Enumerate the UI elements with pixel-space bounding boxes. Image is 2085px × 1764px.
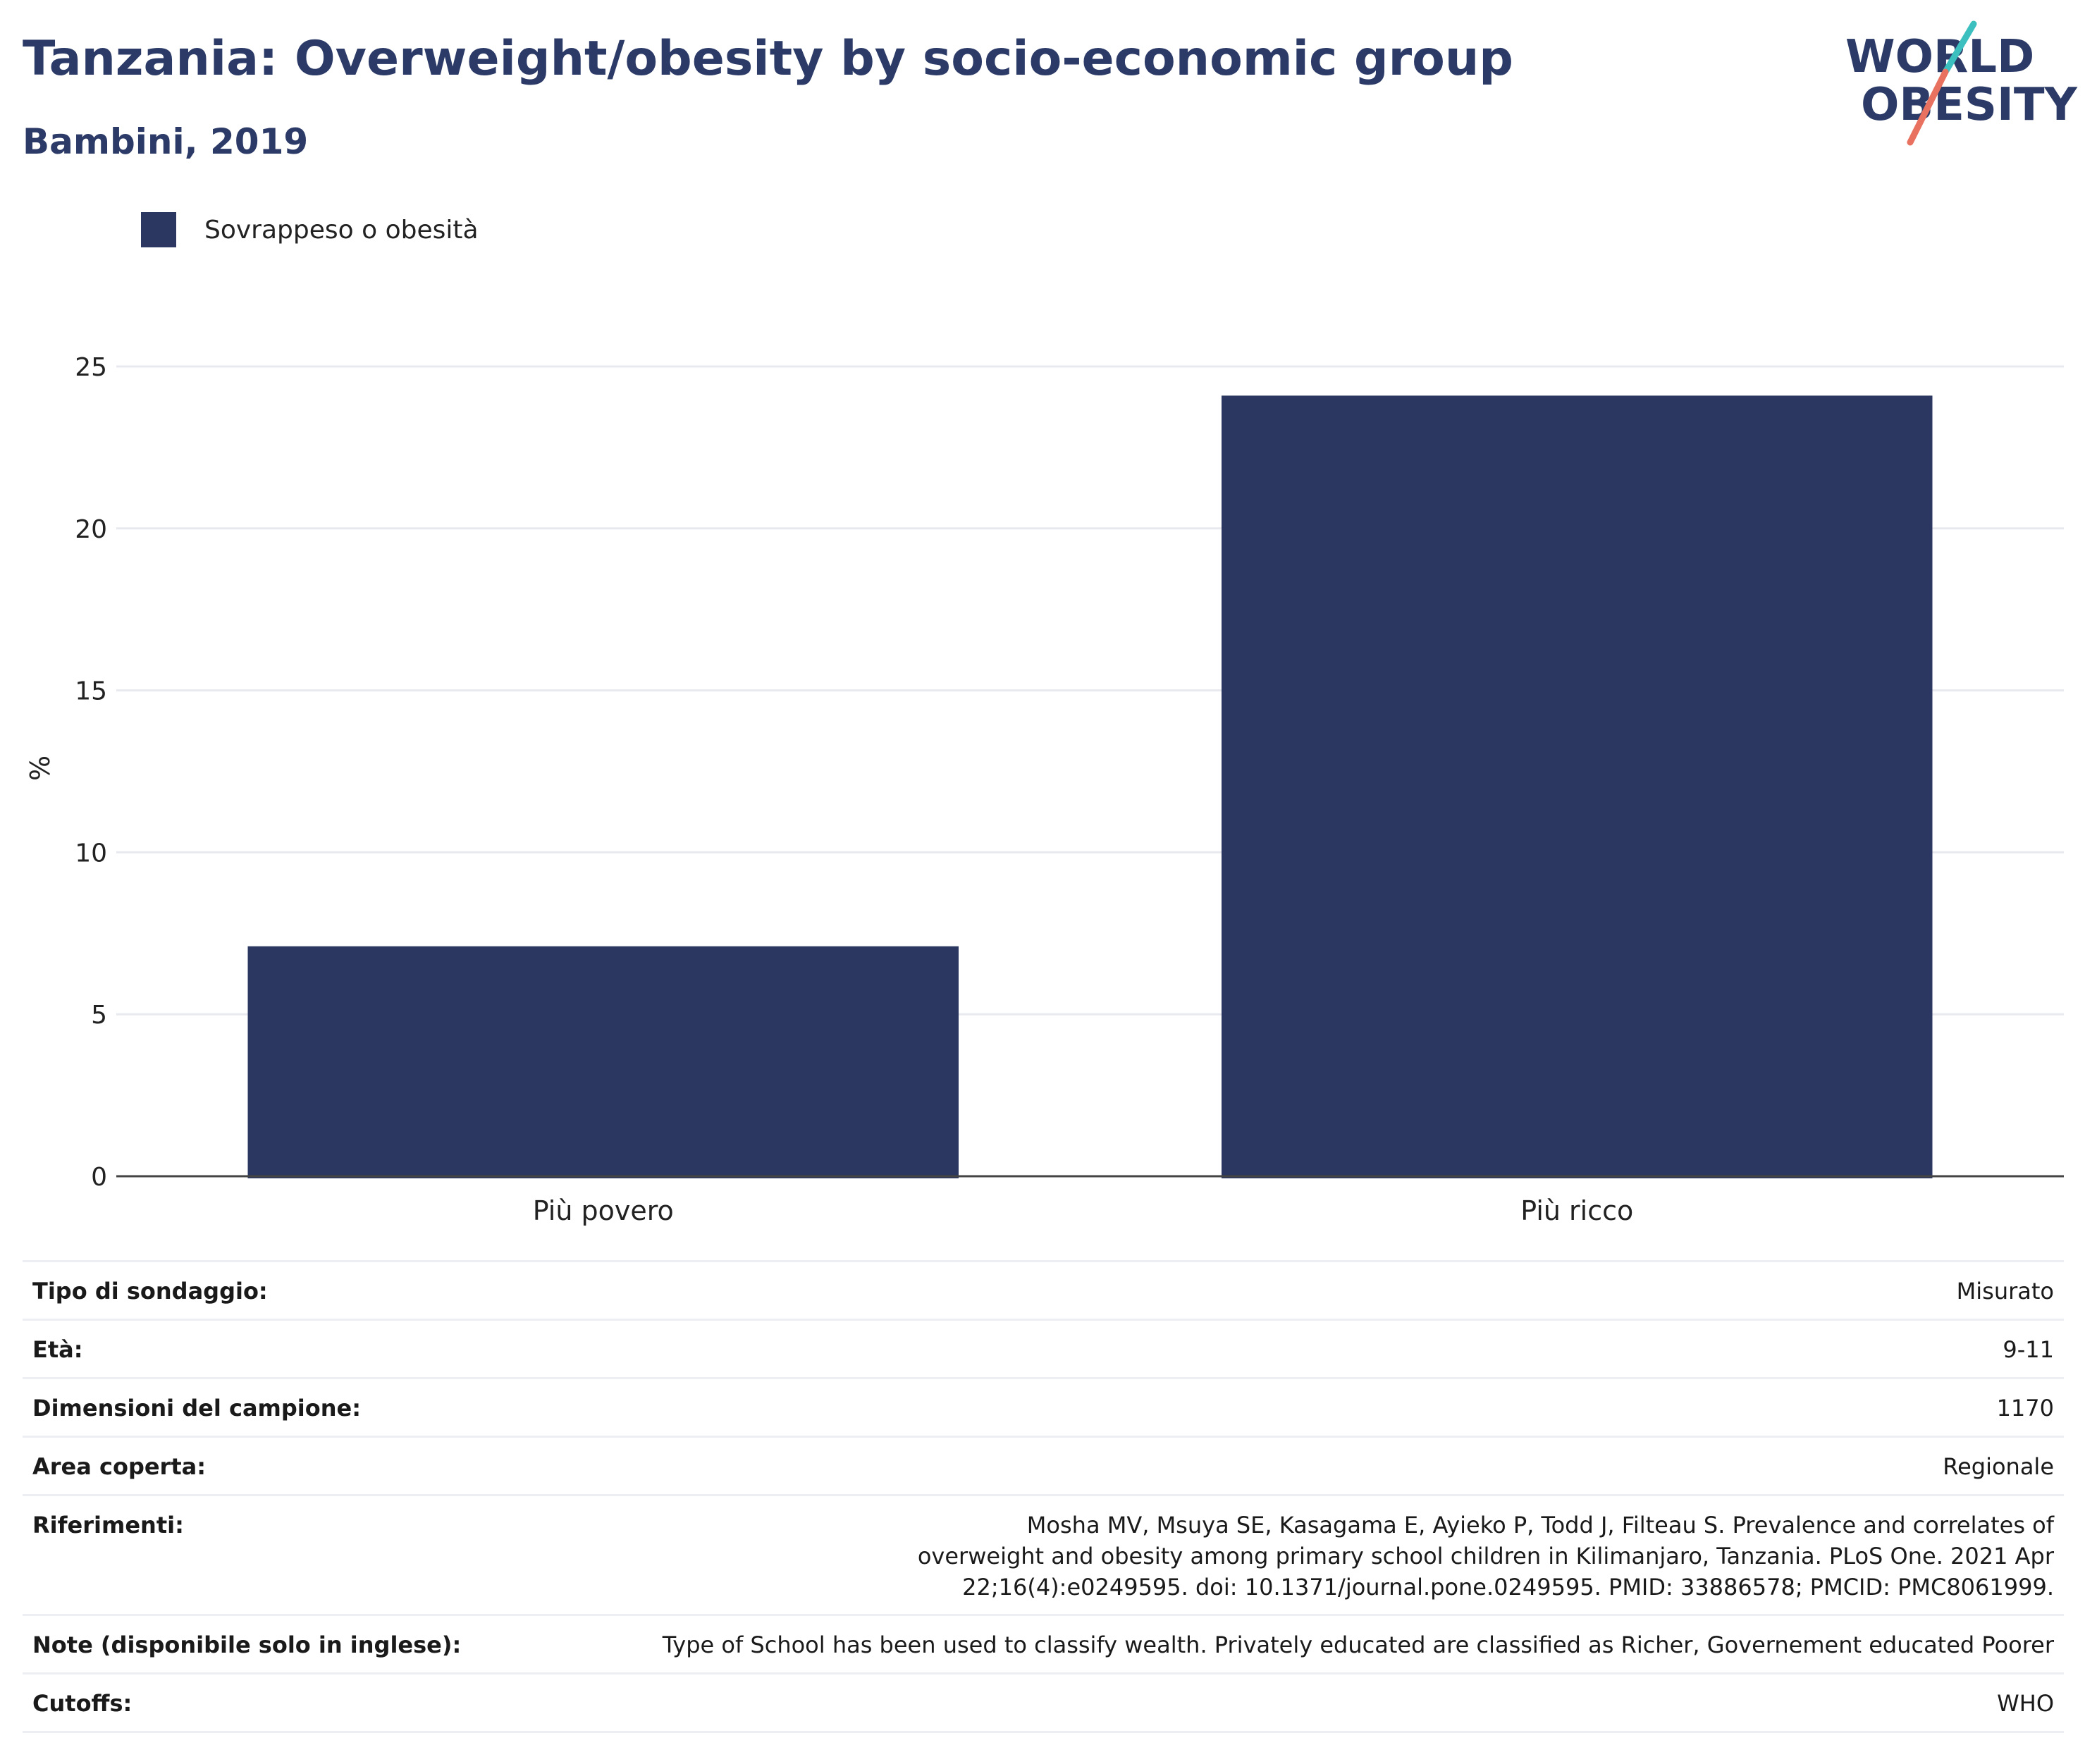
info-value: Mosha MV, Msuya SE, Kasagama E, Ayieko P… — [471, 1494, 2064, 1616]
world-obesity-logo: WORLD OBESITY — [1845, 20, 2077, 146]
x-axis-labels: Più povero Più ricco — [533, 1195, 1634, 1226]
info-label: Note (disponibile solo in inglese): — [23, 1614, 472, 1674]
info-value: 1170 — [471, 1377, 2064, 1438]
info-row: Cutoffs: WHO — [23, 1672, 2064, 1733]
info-label: Cutoffs: — [23, 1672, 472, 1733]
info-row: Area coperta: Regionale — [23, 1436, 2064, 1496]
x-category-label: Più povero — [533, 1195, 674, 1226]
info-row: Tipo di sondaggio: Misurato — [23, 1260, 2064, 1321]
info-label: Area coperta: — [23, 1436, 472, 1496]
info-table: Tipo di sondaggio: Misurato Età: 9-11 Dimens… — [23, 1260, 2064, 1733]
bar[interactable] — [247, 946, 959, 1178]
bars — [247, 395, 1933, 1178]
y-tick-label: 20 — [75, 515, 107, 544]
info-label: Tipo di sondaggio: — [23, 1260, 472, 1321]
y-tick-label: 15 — [75, 677, 107, 706]
y-tick-label: 5 — [91, 1001, 107, 1030]
logo-slash-teal — [1942, 20, 1977, 75]
info-row: Età: 9-11 — [23, 1319, 2064, 1379]
info-value: 9-11 — [471, 1319, 2064, 1379]
info-label: Riferimenti: — [23, 1494, 472, 1616]
info-row: Dimensioni del campione: 1170 — [23, 1377, 2064, 1438]
logo-slash-coral — [1907, 68, 1949, 146]
chart-subtitle: Bambini, 2019 — [23, 121, 309, 162]
info-value: Type of School has been used to classify… — [471, 1614, 2064, 1674]
legend-label: Sovrappeso o obesità — [204, 215, 479, 245]
y-tick-label: 25 — [75, 353, 107, 382]
bar[interactable] — [1222, 395, 1933, 1178]
y-axis-label: % — [25, 755, 56, 781]
info-value: WHO — [471, 1672, 2064, 1733]
y-axis-ticks: 0 5 10 15 20 25 — [75, 353, 107, 1192]
logo-word-obesity: OBESITY — [1861, 79, 2077, 131]
info-row: Note (disponibile solo in inglese): Type … — [23, 1614, 2064, 1674]
info-value: Misurato — [471, 1260, 2064, 1321]
info-label: Dimensioni del campione: — [23, 1377, 472, 1438]
logo-word-world: WORLD — [1845, 31, 2034, 83]
bar-chart: 0 5 10 15 20 25 Più povero Più ricco % — [25, 353, 2064, 1226]
chart-title: Tanzania: Overweight/obesity by socio-ec… — [23, 31, 1513, 87]
info-label: Età: — [23, 1319, 472, 1379]
y-tick-label: 0 — [91, 1163, 107, 1192]
info-value: Regionale — [471, 1436, 2064, 1496]
chart-legend[interactable]: Sovrappeso o obesità — [141, 209, 479, 251]
info-row: Riferimenti: Mosha MV, Msuya SE, Kasagama… — [23, 1494, 2064, 1616]
legend-swatch — [141, 212, 176, 247]
y-tick-label: 10 — [75, 839, 107, 868]
x-category-label: Più ricco — [1520, 1195, 1633, 1226]
